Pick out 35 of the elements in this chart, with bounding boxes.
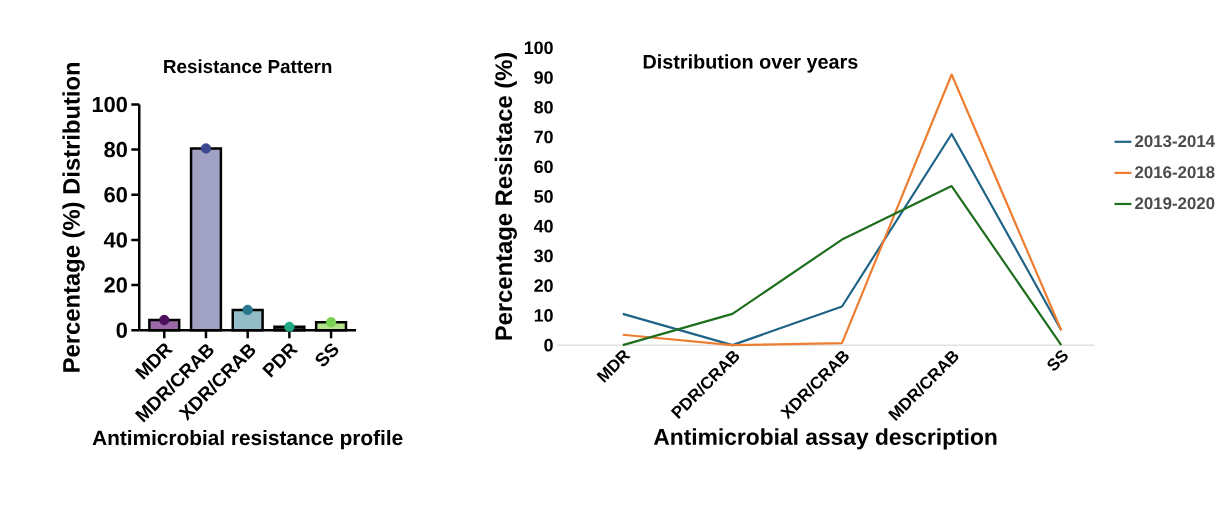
y-axis-title: Percentage (%) Distribution bbox=[62, 62, 85, 372]
y-tick-label: 10 bbox=[534, 308, 553, 322]
y-tick-label: 20 bbox=[534, 279, 553, 292]
chart-title: Resistance Pattern bbox=[164, 59, 332, 74]
line-series bbox=[621, 184, 1063, 347]
chart-title: Distribution over years bbox=[643, 54, 858, 73]
y-tick-label: 80 bbox=[534, 100, 553, 114]
y-tick-label: 60 bbox=[534, 160, 553, 173]
y-tick-label: 100 bbox=[524, 41, 553, 54]
y-tick-label: 50 bbox=[534, 189, 553, 203]
y-tick-label: 60 bbox=[104, 186, 127, 203]
legend-label: 2013-2014 bbox=[1135, 135, 1215, 147]
legend-label: 2016-2018 bbox=[1135, 166, 1215, 179]
y-tick-label: 40 bbox=[533, 219, 553, 233]
y-tick-label: 0 bbox=[544, 338, 553, 352]
y-tick-label: 90 bbox=[534, 71, 553, 84]
y-tick-label: 40 bbox=[103, 232, 127, 248]
point bbox=[242, 304, 253, 315]
legend-label: 2019-2020 bbox=[1135, 197, 1215, 210]
line-series bbox=[621, 73, 1063, 347]
x-tick-label: SS bbox=[1047, 350, 1068, 371]
point bbox=[159, 314, 170, 326]
y-tick-label: 100 bbox=[92, 96, 127, 113]
y-tick-label: 0 bbox=[116, 322, 127, 338]
y-tick-label: 30 bbox=[534, 249, 553, 263]
y-tick-label: 70 bbox=[534, 130, 553, 144]
x-axis-title: Antimicrobial assay description bbox=[653, 428, 997, 450]
x-tick-label: SS bbox=[315, 343, 339, 367]
x-axis-title: Antimicrobial resistance profile bbox=[92, 429, 403, 450]
point bbox=[284, 321, 295, 332]
y-axis-title: Percentage Resistace (%) bbox=[494, 52, 517, 340]
y-tick-label: 80 bbox=[104, 141, 127, 158]
y-tick-label: 20 bbox=[104, 277, 127, 293]
point bbox=[200, 143, 212, 154]
point bbox=[325, 317, 337, 328]
